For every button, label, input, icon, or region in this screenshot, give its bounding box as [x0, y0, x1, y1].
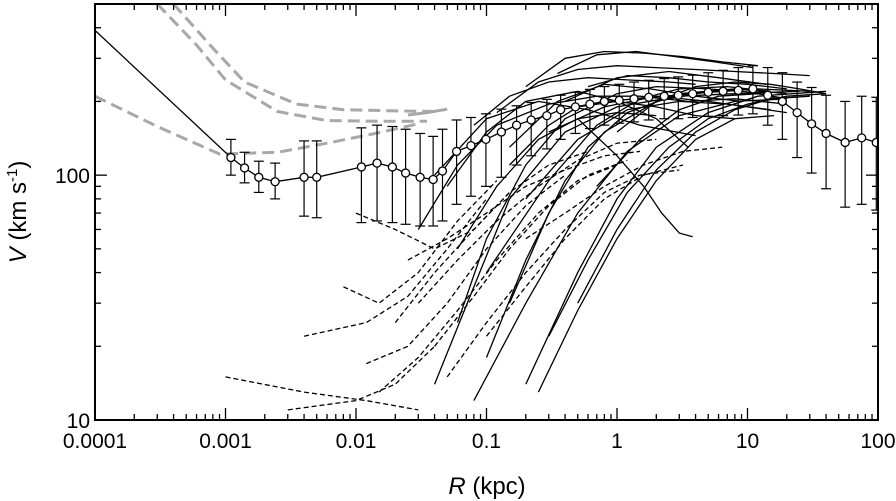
galaxy-curve [616, 81, 827, 133]
y-axis-title: V (km s-1) [4, 161, 32, 264]
galaxy-curve-dashed [378, 164, 618, 393]
data-point [733, 85, 743, 95]
model-curve-dashed [95, 94, 419, 156]
galaxy-curve [496, 65, 810, 114]
x-tick-label: 0.0001 [63, 430, 127, 453]
x-tick-label: 10 [736, 430, 759, 453]
data-point [356, 162, 367, 172]
data-point [437, 166, 448, 176]
data-point [387, 162, 398, 172]
galaxy-curve-dashed [366, 174, 566, 365]
data-point [821, 128, 831, 139]
galaxy-curve [485, 88, 810, 358]
galaxy-curve [456, 111, 657, 250]
data-point [496, 127, 507, 137]
x-tick-label: 1 [611, 430, 623, 453]
y-axis-unit-exponent: -1 [4, 169, 21, 182]
x-tick-label: 100 [860, 430, 895, 453]
data-point [857, 133, 867, 143]
data-point [673, 90, 683, 100]
model-curve-dashed [156, 4, 427, 123]
data-point [659, 91, 669, 101]
data-point [312, 172, 322, 182]
model-curve-dashed [172, 4, 435, 113]
x-axis-title: R (kpc) [448, 473, 525, 500]
central-mass-line [95, 29, 232, 158]
data-point [400, 168, 411, 178]
data-point [466, 140, 476, 151]
galaxy-curve [473, 98, 787, 401]
data-point [239, 163, 250, 173]
data-point [629, 94, 639, 104]
data-point [415, 172, 425, 182]
axis-ticks [94, 3, 879, 421]
data-point [451, 146, 462, 157]
x-tick-label: 0.1 [472, 430, 501, 453]
data-point [806, 119, 817, 129]
data-point [718, 86, 728, 96]
data-point [748, 84, 758, 94]
tick-labels: 0.0001 0.001 0.01 0.1 1 10 100 10 100 [55, 165, 896, 453]
data-point [644, 92, 654, 102]
galaxy-curve [509, 100, 775, 166]
data-point [299, 172, 309, 182]
galaxy-curve-dashed [303, 198, 488, 337]
galaxy-curve [537, 118, 736, 393]
galaxy-curve [525, 100, 771, 200]
data-point [481, 134, 491, 145]
galaxy-curve-dashed [485, 164, 684, 337]
galaxy-curve-dashed [525, 146, 723, 240]
galaxy-curve [509, 83, 742, 148]
data-point [226, 152, 236, 163]
data-point [511, 120, 522, 130]
galaxy-curve-dashed [394, 150, 589, 324]
x-tick-label: 0.01 [336, 430, 377, 453]
data-point [428, 174, 438, 185]
data-point [570, 102, 581, 112]
galaxy-curve [417, 95, 787, 230]
data-point [599, 96, 610, 107]
galaxy-curve [434, 100, 696, 176]
data-point [703, 87, 713, 97]
data-point [777, 96, 788, 107]
galaxy-curve-dashed [417, 138, 657, 304]
data-point [372, 158, 382, 168]
y-axis-unit: (km s [5, 182, 32, 247]
x-axis-variable: R [448, 473, 465, 500]
galaxy-curve-dashed [225, 376, 419, 411]
galaxy-curve [508, 88, 787, 304]
data-point [688, 89, 698, 99]
data-point [763, 90, 773, 100]
x-axis-unit: (kpc) [466, 473, 526, 500]
data-point [556, 105, 566, 115]
galaxy-curve-dashed [287, 345, 436, 411]
data-point [270, 177, 280, 187]
data-point [792, 107, 802, 118]
data-point [585, 99, 595, 109]
data-point [254, 172, 264, 182]
galaxy-curve [557, 50, 753, 75]
x-tick-label: 0.001 [199, 430, 252, 453]
plot-data-layer [95, 4, 878, 411]
galaxy-curve [525, 90, 827, 385]
galaxy-curve [485, 85, 771, 273]
y-tick-label: 100 [55, 165, 90, 188]
y-axis-variable: V [5, 245, 32, 263]
data-point [526, 115, 536, 125]
model-curve-solid [407, 107, 448, 117]
galaxy-curve-dashed [343, 180, 498, 304]
data-point [614, 95, 624, 106]
data-point [840, 137, 850, 148]
galaxy-curve [577, 118, 693, 238]
data-point [871, 137, 878, 148]
y-tick-label: 10 [67, 410, 90, 433]
galaxy-curve-dashed [446, 169, 680, 378]
galaxy-curve-dashed [407, 150, 641, 261]
galaxy-curve [473, 77, 696, 126]
y-axis-unit-close: ) [5, 161, 32, 169]
data-point [542, 110, 552, 121]
